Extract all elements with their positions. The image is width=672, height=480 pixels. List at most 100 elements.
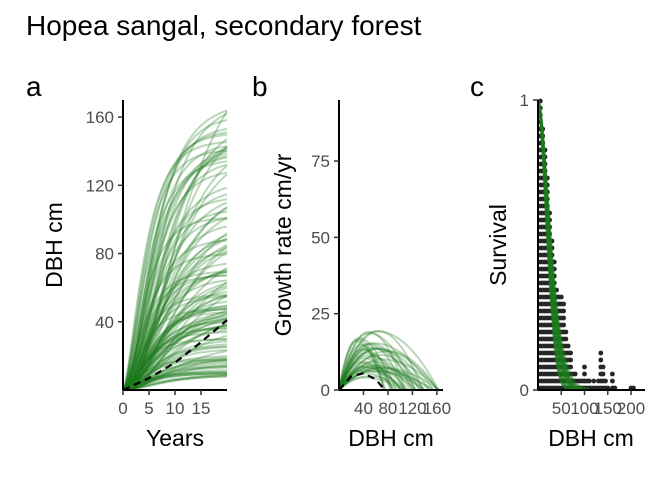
growth-curve (122, 217, 228, 391)
growth-curve (122, 331, 227, 391)
panel-c-label: c (470, 71, 484, 102)
growth-curve (122, 319, 228, 391)
growth-rate-curve (338, 366, 440, 391)
panel-b-y-title: Growth rate cm/yr (270, 153, 296, 336)
growth-rate-curve (338, 367, 431, 391)
growth-rate-curve (338, 342, 405, 391)
growth-curve (122, 307, 228, 391)
growth-curve (122, 146, 228, 391)
growth-curve (122, 295, 228, 391)
growth-rate-curve (338, 348, 392, 391)
panel-b-growth-rate-curves (338, 330, 440, 391)
growth-rate-curve (338, 347, 421, 391)
growth-curve (122, 375, 228, 391)
growth-rate-curve (338, 360, 412, 391)
survival-dot (537, 119, 543, 125)
growth-curve (122, 321, 228, 391)
survival-dot (561, 308, 566, 314)
growth-curve (122, 112, 228, 391)
growth-curve (122, 268, 228, 391)
x-tick-label: 160 (423, 399, 451, 418)
growth-curve (122, 326, 228, 391)
growth-rate-curve (338, 348, 431, 391)
growth-curve (122, 145, 228, 391)
growth-curve (122, 217, 228, 391)
growth-curve (122, 267, 228, 391)
growth-curve (122, 173, 228, 391)
growth-curve (122, 234, 228, 391)
growth-curve (122, 338, 227, 391)
growth-curve (122, 239, 228, 391)
survival-dot (540, 133, 546, 139)
growth-curve (122, 375, 228, 391)
growth-curve (122, 238, 228, 391)
growth-curve (122, 369, 228, 391)
survival-dot (547, 231, 552, 237)
survival-dot (598, 357, 604, 363)
survival-dot (544, 175, 550, 181)
x-tick-label: 100 (570, 399, 598, 418)
growth-rate-curve (338, 365, 403, 391)
survival-dot (544, 189, 550, 195)
growth-curve (122, 270, 228, 391)
growth-rate-curve (338, 339, 386, 391)
growth-curve (122, 356, 228, 391)
growth-curve (122, 127, 228, 391)
growth-curve (122, 359, 228, 391)
growth-rate-curve (338, 350, 439, 391)
panel-a-x-title: Years (146, 425, 204, 451)
panel-a-y-ticks: 40 80 120 160 (86, 108, 123, 332)
growth-curve (122, 171, 228, 391)
survival-dot (549, 238, 555, 244)
figure-title: Hopea sangal, secondary forest (26, 10, 422, 41)
survival-dot (610, 378, 615, 384)
y-tick-label: 25 (311, 305, 330, 324)
x-tick-label: 5 (144, 399, 153, 418)
growth-rate-curve (338, 330, 407, 391)
growth-rate-curve (338, 330, 424, 391)
y-tick-label: 75 (311, 152, 330, 171)
survival-dot (544, 182, 550, 188)
panel-c-y-title: Survival (485, 204, 511, 286)
growth-curve (122, 317, 228, 391)
growth-curve (122, 359, 228, 391)
growth-rate-curve (338, 352, 405, 391)
growth-curve (122, 324, 228, 391)
growth-curve (122, 141, 228, 391)
growth-curve (122, 207, 228, 391)
survival-dot (598, 350, 604, 356)
survival-dot (551, 259, 557, 265)
growth-curve (122, 290, 228, 391)
growth-curve (122, 244, 228, 391)
growth-rate-curve (338, 357, 394, 391)
growth-rate-curve (338, 342, 414, 391)
x-tick-label: 150 (594, 399, 622, 418)
growth-curve (122, 147, 228, 391)
growth-curve (122, 311, 228, 391)
growth-curve (122, 245, 228, 391)
growth-curve (122, 109, 228, 391)
survival-dot (600, 371, 606, 377)
x-tick-label: 10 (166, 399, 185, 418)
growth-curve (122, 193, 228, 391)
survival-dot (591, 378, 597, 384)
growth-rate-curve (338, 365, 417, 391)
y-tick-label: 120 (86, 176, 114, 195)
growth-curve (122, 160, 228, 391)
survival-dot (549, 252, 555, 258)
growth-curve (122, 315, 228, 391)
survival-dot (554, 287, 559, 293)
growth-curve (122, 138, 228, 391)
growth-curve (122, 371, 228, 391)
growth-curve (122, 262, 228, 391)
survival-dot (551, 273, 557, 279)
growth-curve (122, 164, 228, 391)
survival-dot (540, 140, 546, 146)
survival-dot (537, 105, 543, 111)
growth-curve (122, 338, 227, 391)
survival-dot (537, 98, 543, 104)
growth-curve (122, 149, 228, 391)
panel-b-x-title: DBH cm (348, 425, 434, 451)
